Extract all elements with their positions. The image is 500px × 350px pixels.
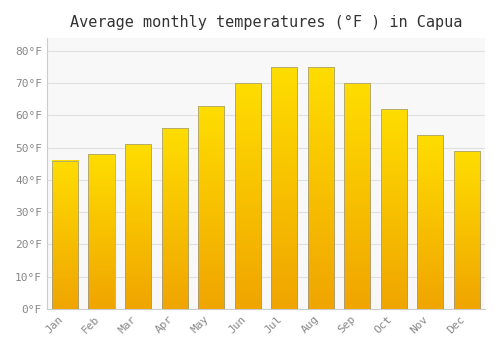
Bar [271,67,297,309]
Bar [380,109,407,309]
Bar [88,154,115,309]
Bar [344,83,370,309]
Bar [162,128,188,309]
Bar [52,161,78,309]
Bar [417,135,444,309]
Bar [234,83,261,309]
Bar [198,106,224,309]
Bar [454,151,480,309]
Bar [125,145,152,309]
Bar [308,67,334,309]
Title: Average monthly temperatures (°F ) in Capua: Average monthly temperatures (°F ) in Ca… [70,15,462,30]
